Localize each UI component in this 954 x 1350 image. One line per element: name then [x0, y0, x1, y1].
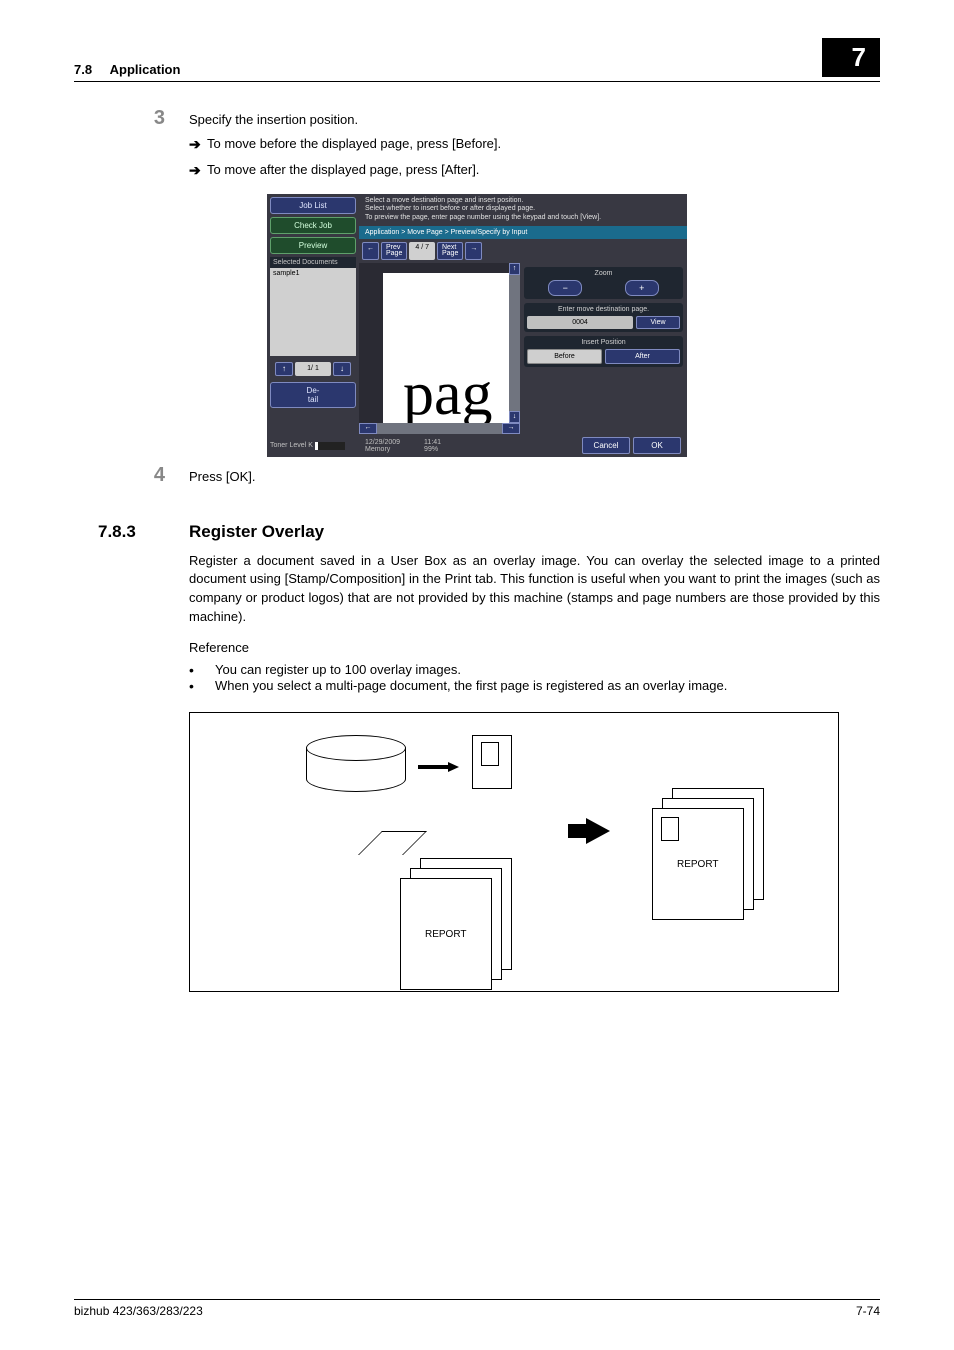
footer-model: bizhub 423/363/283/223: [74, 1304, 203, 1318]
result-document-stack: REPORT: [652, 808, 744, 920]
ok-button[interactable]: OK: [633, 437, 681, 454]
detail-button[interactable]: De- tail: [270, 382, 356, 408]
scroll-up-icon[interactable]: ↑: [509, 263, 520, 275]
step-3-number: 3: [74, 108, 189, 182]
reference-bullet-1: You can register up to 100 overlay image…: [215, 662, 461, 678]
overlay-diagram: REPORT REPORT: [189, 712, 839, 992]
arrow-icon: ➔: [189, 160, 207, 182]
database-icon: [306, 735, 406, 792]
reference-label: Reference: [189, 639, 880, 658]
doc-down-icon[interactable]: ↓: [333, 362, 351, 376]
page-position: 4 / 7: [409, 242, 435, 261]
toner-letter: K: [308, 442, 313, 449]
bullet-icon: •: [189, 678, 215, 694]
page-footer: bizhub 423/363/283/223 7-74: [74, 1299, 880, 1318]
prev-arrow-icon[interactable]: ←: [362, 242, 379, 261]
dest-page-value: 0004: [527, 316, 633, 329]
selected-documents-header: Selected Documents: [270, 257, 356, 268]
scrollbar-track[interactable]: [509, 275, 520, 411]
after-button[interactable]: After: [605, 349, 680, 364]
prev-page-button[interactable]: Prev Page: [381, 242, 407, 261]
report-label: REPORT: [425, 929, 467, 940]
step-3-sub2: To move after the displayed page, press …: [207, 160, 880, 180]
doc-up-icon[interactable]: ↑: [275, 362, 293, 376]
big-arrow-icon: [586, 818, 610, 844]
preview-button[interactable]: Preview: [270, 237, 356, 254]
scroll-right-icon[interactable]: →: [502, 423, 520, 434]
scroll-left-icon[interactable]: ←: [359, 423, 377, 434]
dest-title: Enter move destination page.: [527, 306, 680, 313]
header-section-ref: 7.8: [74, 62, 92, 77]
step-3: 3 Specify the insertion position. ➔ To m…: [74, 108, 880, 182]
step-4-text: Press [OK].: [189, 465, 880, 487]
before-button[interactable]: Before: [527, 349, 602, 364]
step-3-sub1: To move before the displayed page, press…: [207, 134, 880, 154]
status-time: 11:41: [424, 439, 441, 446]
source-document-stack: REPORT: [400, 878, 492, 990]
section-7-8-3-title: Register Overlay: [189, 522, 324, 542]
report-label: REPORT: [677, 859, 719, 870]
header-section-name: Application: [110, 62, 181, 77]
step-3-text: Specify the insertion position.: [189, 110, 880, 130]
next-page-button[interactable]: Next Page: [437, 242, 463, 261]
doc-page-indicator: 1/ 1: [295, 362, 331, 376]
selected-document-item[interactable]: sample1: [270, 268, 356, 356]
preview-canvas: pag: [359, 263, 509, 423]
header-left: 7.8 Application: [74, 62, 180, 77]
scroll-down-icon[interactable]: ↓: [509, 411, 520, 423]
toner-label: Toner Level: [270, 442, 306, 449]
step-4: 4 Press [OK].: [74, 465, 880, 487]
check-job-button[interactable]: Check Job: [270, 217, 356, 234]
next-arrow-icon[interactable]: →: [465, 242, 482, 261]
zoom-title: Zoom: [527, 270, 680, 277]
status-date: 12/29/2009: [365, 439, 400, 446]
arrow-icon: ➔: [189, 134, 207, 156]
hscroll-track[interactable]: [377, 423, 502, 434]
section-7-8-3-heading: 7.8.3 Register Overlay: [74, 522, 880, 542]
preview-content: pag: [403, 359, 493, 423]
zoom-out-button[interactable]: −: [548, 280, 582, 296]
printer-ui-panel: Job List Check Job Preview Selected Docu…: [267, 194, 687, 458]
cancel-button[interactable]: Cancel: [582, 437, 630, 454]
status-memory-pct: 99%: [424, 446, 441, 453]
insert-position-title: Insert Position: [527, 339, 680, 346]
small-arrow-icon: [448, 762, 459, 772]
instruction-text: Select a move destination page and inser…: [359, 194, 687, 226]
section-7-8-3-number: 7.8.3: [74, 522, 189, 542]
breadcrumb: Application > Move Page > Preview/Specif…: [359, 226, 687, 239]
chapter-badge: 7: [822, 38, 880, 77]
reference-bullet-2: When you select a multi-page document, t…: [215, 678, 727, 694]
step-4-number: 4: [74, 465, 189, 487]
view-button[interactable]: View: [636, 316, 680, 329]
page-header: 7.8 Application 7: [0, 0, 954, 77]
section-7-8-3-paragraph: Register a document saved in a User Box …: [189, 552, 880, 627]
toner-level: Toner Level K: [267, 434, 359, 457]
overlay-image-icon: [472, 735, 512, 789]
bullet-icon: •: [189, 662, 215, 678]
footer-page: 7-74: [856, 1304, 880, 1318]
zoom-in-button[interactable]: +: [625, 280, 659, 296]
status-memory-label: Memory: [365, 446, 400, 453]
job-list-button[interactable]: Job List: [270, 197, 356, 214]
